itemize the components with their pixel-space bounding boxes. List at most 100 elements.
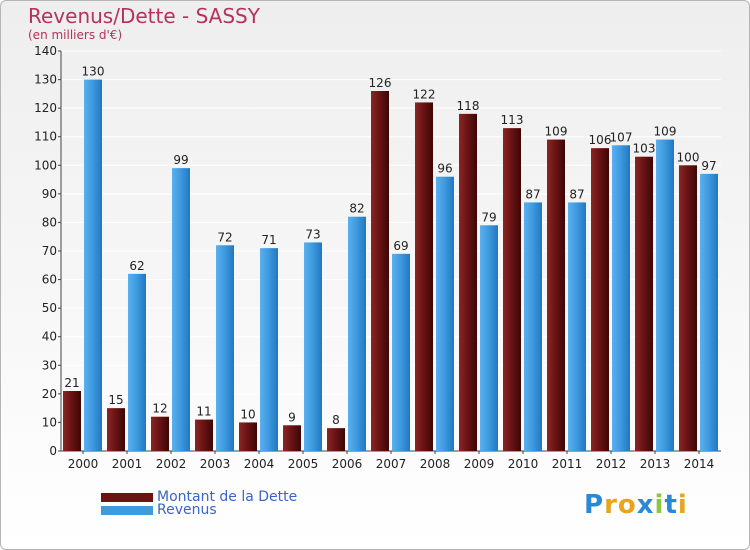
data-label-dette: 113: [501, 113, 524, 127]
x-tick-label: 2002: [156, 457, 187, 471]
y-tick-label: 30: [42, 358, 57, 372]
logo-letter: r: [604, 490, 618, 520]
bar-revenus: [392, 253, 410, 451]
data-label-revenus: 87: [569, 187, 584, 201]
x-tick-label: 2000: [68, 457, 99, 471]
legend-label-revenus: Revenus: [157, 502, 217, 518]
logo-letter: i: [677, 490, 688, 520]
bar-dette: [107, 408, 125, 451]
data-label-revenus: 79: [481, 210, 496, 224]
bar-revenus: [304, 242, 322, 451]
logo-letter: t: [664, 490, 678, 520]
y-tick-label: 110: [34, 130, 57, 144]
data-label-dette: 106: [589, 133, 612, 147]
bar-dette: [195, 419, 213, 451]
data-label-dette: 9: [288, 410, 296, 424]
bar-dette: [635, 156, 653, 451]
x-tick-label: 2014: [684, 457, 715, 471]
data-label-dette: 100: [677, 150, 700, 164]
y-tick-label: 130: [34, 73, 57, 87]
bar-revenus: [260, 248, 278, 451]
proxiti-logo: Proxiti: [584, 490, 688, 520]
x-tick-label: 2004: [244, 457, 275, 471]
x-tick-label: 2006: [332, 457, 363, 471]
data-label-dette: 10: [240, 407, 255, 421]
y-tick-label: 100: [34, 158, 57, 172]
bar-revenus: [524, 202, 542, 451]
data-label-revenus: 71: [261, 233, 276, 247]
data-label-dette: 118: [457, 99, 480, 113]
legend-swatch-debt: [101, 492, 153, 502]
bar-dette: [371, 91, 389, 451]
bar-dette: [239, 422, 257, 451]
x-tick-label: 2011: [552, 457, 583, 471]
data-label-dette: 126: [369, 76, 392, 90]
chart-title: Revenus/Dette - SASSY: [28, 4, 260, 28]
bars: [63, 79, 718, 452]
data-label-revenus: 99: [173, 153, 188, 167]
x-tick-label: 2007: [376, 457, 407, 471]
data-label-dette: 12: [152, 402, 167, 416]
x-tick-label: 2003: [200, 457, 231, 471]
bar-revenus: [84, 79, 102, 452]
legend-swatch-revenus: [101, 505, 153, 515]
x-tick-label: 2008: [420, 457, 451, 471]
data-label-revenus: 130: [82, 65, 105, 79]
bar-revenus: [128, 273, 146, 451]
data-label-revenus: 73: [305, 227, 320, 241]
data-label-dette: 109: [545, 125, 568, 139]
logo-letter: o: [617, 490, 637, 520]
data-label-revenus: 96: [437, 162, 452, 176]
logo-letter: x: [636, 490, 655, 520]
x-tick-label: 2001: [112, 457, 143, 471]
bar-dette: [547, 139, 565, 452]
y-tick-label: 50: [42, 301, 57, 315]
data-label-revenus: 87: [525, 187, 540, 201]
logo-letter: i: [654, 490, 665, 520]
y-tick-label: 120: [34, 101, 57, 115]
data-label-revenus: 82: [349, 202, 364, 216]
bar-revenus: [480, 225, 498, 451]
x-tick-label: 2005: [288, 457, 319, 471]
bar-dette: [459, 113, 477, 451]
data-label-revenus: 62: [129, 259, 144, 273]
data-label-revenus: 69: [393, 239, 408, 253]
y-tick-label: 70: [42, 244, 57, 258]
data-label-revenus: 97: [701, 159, 716, 173]
legend-label-debt: Montant de la Dette: [157, 489, 298, 505]
labels: 0 10 20 30 40 50 60 70 80 90 100 110 120 130 140 2000 21…: [34, 44, 717, 471]
y-tick-label: 10: [42, 415, 57, 429]
bar-revenus: [700, 173, 718, 451]
chart-subtitle: (en milliers d'€): [28, 28, 123, 42]
legend-item-debt: Montant de la Dette: [101, 488, 297, 506]
data-label-dette: 15: [108, 393, 123, 407]
bar-revenus: [656, 139, 674, 452]
data-label-dette: 122: [413, 87, 436, 101]
y-tick-label: 80: [42, 215, 57, 229]
y-tick-label: 140: [34, 44, 57, 58]
bar-dette: [63, 391, 81, 451]
x-tick-label: 2013: [640, 457, 671, 471]
data-label-dette: 11: [196, 405, 211, 419]
y-tick-label: 40: [42, 330, 57, 344]
bar-dette: [415, 102, 433, 451]
bar-dette: [591, 148, 609, 451]
data-label-dette: 8: [332, 413, 340, 427]
bar-revenus: [216, 245, 234, 451]
x-tick-label: 2010: [508, 457, 539, 471]
bar-dette: [151, 416, 169, 451]
bar-revenus: [612, 145, 630, 452]
bar-revenus: [568, 202, 586, 451]
data-label-revenus: 72: [217, 230, 232, 244]
data-label-revenus: 109: [654, 125, 677, 139]
data-label-dette: 21: [64, 376, 79, 390]
axes: [58, 50, 721, 454]
bar-dette: [679, 165, 697, 452]
data-label-dette: 103: [633, 142, 656, 156]
y-tick-label: 0: [49, 444, 57, 458]
data-label-revenus: 107: [610, 130, 633, 144]
bar-dette: [283, 425, 301, 451]
bar-revenus: [348, 216, 366, 451]
